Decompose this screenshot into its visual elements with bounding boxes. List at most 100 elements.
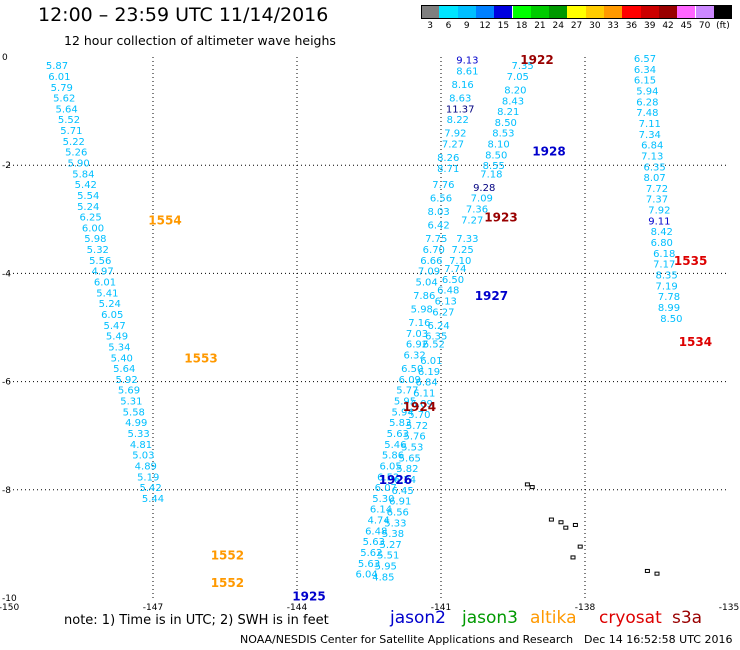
swh-value: 7.76 — [432, 180, 454, 191]
time-label: 1925 — [292, 589, 325, 603]
swh-value: 6.35 — [643, 162, 665, 173]
swh-value: 5.65 — [399, 453, 421, 464]
colorbar-swatch — [567, 5, 586, 19]
x-tick-label: -141 — [431, 603, 451, 613]
swh-value: 6.48 — [437, 286, 459, 297]
swh-value: 5.92 — [115, 375, 137, 386]
y-tick-label: -8 — [2, 486, 11, 496]
swh-value: 5.98 — [411, 305, 433, 316]
island-outline — [563, 525, 569, 530]
swh-value: 6.01 — [48, 72, 70, 83]
time-label: 1534 — [679, 335, 712, 349]
colorbar-swatch — [530, 5, 550, 19]
island-outline — [529, 485, 535, 490]
satellite-altika: altika — [530, 608, 577, 628]
island-outline — [570, 555, 576, 560]
swh-value: 7.48 — [636, 108, 658, 119]
swh-value: 8.43 — [502, 96, 524, 107]
swh-value: 5.42 — [75, 180, 97, 191]
colorbar-label: 33 — [607, 21, 619, 31]
swh-value: 7.25 — [451, 245, 473, 256]
time-label: 1926 — [379, 473, 412, 487]
island-outline — [558, 520, 564, 525]
colorbar-label: 70 — [698, 21, 711, 31]
swh-value: 8.42 — [651, 227, 673, 238]
swh-value: 6.24 — [427, 321, 449, 332]
swh-value: 6.84 — [641, 141, 663, 152]
colorbar-label: 36 — [625, 21, 638, 31]
swh-value: 5.49 — [106, 332, 128, 343]
swh-value: 5.33 — [127, 429, 149, 440]
swh-value: 5.44 — [142, 494, 164, 505]
swh-value: 8.21 — [497, 107, 519, 118]
swh-value: 8.50 — [495, 118, 517, 129]
time-label: 1535 — [674, 254, 707, 268]
swh-value: 6.42 — [427, 221, 449, 232]
colorbar-swatch — [604, 5, 623, 19]
swh-value: 5.63 — [358, 559, 380, 570]
swh-value: 8.50 — [485, 150, 507, 161]
swh-value: 6.50 — [401, 364, 423, 375]
swh-value: 8.61 — [456, 67, 478, 78]
swh-value: 6.11 — [413, 388, 435, 399]
colorbar-swatch — [512, 5, 531, 19]
swh-value: 7.34 — [639, 130, 661, 141]
colorbar-swatch — [585, 5, 604, 19]
swh-value: 6.35 — [425, 332, 447, 343]
swh-value: 6.25 — [79, 213, 101, 224]
time-label: 1552 — [211, 549, 244, 563]
page-title: 12:00 – 23:59 UTC 11/14/2016 — [38, 4, 329, 26]
satellite-jason3: jason3 — [462, 608, 518, 628]
island-outline — [548, 517, 554, 522]
swh-value: 5.77 — [396, 386, 418, 397]
swh-value: 7.74 — [444, 264, 466, 275]
swh-value: 5.58 — [123, 407, 145, 418]
swh-value: 7.13 — [641, 151, 663, 162]
time-label: 1928 — [532, 145, 565, 159]
swh-value: 8.03 — [427, 207, 449, 218]
swh-value: 5.19 — [137, 472, 159, 483]
swh-value: 5.03 — [132, 451, 154, 462]
time-label: 1552 — [211, 576, 244, 590]
swh-value: 6.01 — [94, 278, 116, 289]
colorbar-frame — [421, 5, 733, 19]
swh-value: 7.03 — [406, 329, 428, 340]
swh-value: 8.53 — [492, 129, 514, 140]
swh-value: 5.62 — [360, 548, 382, 559]
swh-value: 4.85 — [372, 572, 394, 583]
swh-value: 8.07 — [643, 173, 665, 184]
swh-value: 7.10 — [449, 256, 471, 267]
colorbar-label: 21 — [534, 21, 546, 31]
y-tick-label: 0 — [2, 53, 8, 63]
swh-value: 6.05 — [379, 461, 401, 472]
swh-value: 4.99 — [125, 418, 147, 429]
footer-note: note: 1) Time is in UTC; 2) SWH is in fe… — [64, 613, 329, 628]
swh-value: 6.01 — [420, 356, 442, 367]
swh-value: 5.34 — [108, 342, 130, 353]
colorbar-swatch — [457, 5, 476, 19]
swh-value: 6.05 — [101, 310, 123, 321]
swh-value: 5.71 — [60, 126, 82, 137]
swh-value: 7.86 — [413, 291, 435, 302]
colorbar-label: 18 — [515, 21, 528, 31]
colorbar-label: 27 — [570, 21, 583, 31]
swh-value: 11.37 — [446, 104, 475, 115]
colorbar-swatch — [494, 5, 513, 19]
colorbar-swatch — [549, 5, 568, 19]
colorbar-swatch — [640, 5, 659, 19]
swh-value: 7.72 — [646, 184, 668, 195]
x-tick-label: -138 — [575, 603, 596, 613]
swh-value: 8.50 — [660, 314, 682, 325]
x-tick-label: -144 — [287, 603, 308, 613]
swh-value: 7.16 — [408, 318, 430, 329]
swh-value: 8.20 — [504, 85, 526, 96]
time-label: 1553 — [184, 351, 217, 365]
y-tick-label: -4 — [2, 269, 11, 279]
swh-value: 7.19 — [655, 281, 677, 292]
swh-value: 5.63 — [363, 537, 385, 548]
satellite-cryosat: cryosat — [599, 608, 662, 628]
swh-value: 8.35 — [655, 270, 677, 281]
colorbar-swatch — [713, 5, 733, 19]
colorbar-swatch — [421, 5, 440, 19]
